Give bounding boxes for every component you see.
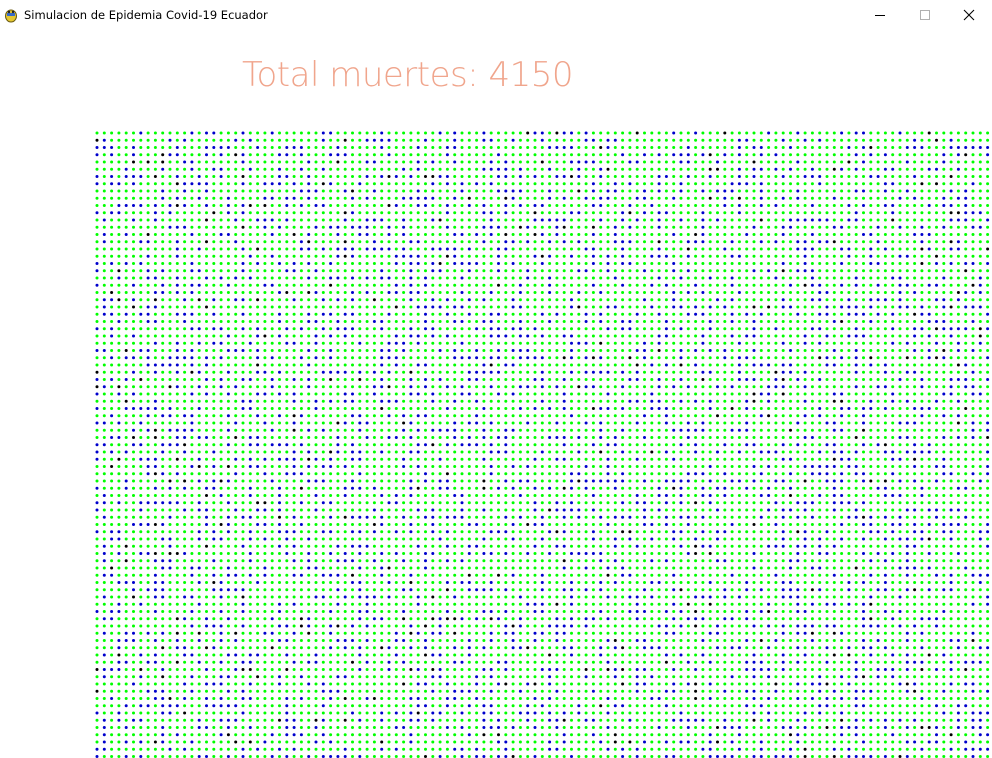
close-button[interactable]: [946, 0, 992, 31]
simulation-canvas: Total muertes: 4150: [0, 31, 992, 758]
maximize-icon: [920, 10, 930, 20]
close-icon: [963, 9, 975, 21]
death-counter-value: 4150: [488, 55, 574, 95]
title-bar[interactable]: Simulacion de Epidemia Covid-19 Ecuador: [0, 0, 992, 31]
death-counter: Total muertes: 4150: [242, 55, 574, 95]
minimize-icon: [875, 15, 885, 16]
minimize-button[interactable]: [856, 0, 902, 31]
window-title: Simulacion de Epidemia Covid-19 Ecuador: [24, 8, 268, 22]
population-grid: [95, 131, 990, 758]
death-counter-label: Total muertes:: [242, 55, 479, 95]
maximize-button[interactable]: [902, 0, 948, 31]
pygame-snake-icon: [3, 7, 19, 23]
